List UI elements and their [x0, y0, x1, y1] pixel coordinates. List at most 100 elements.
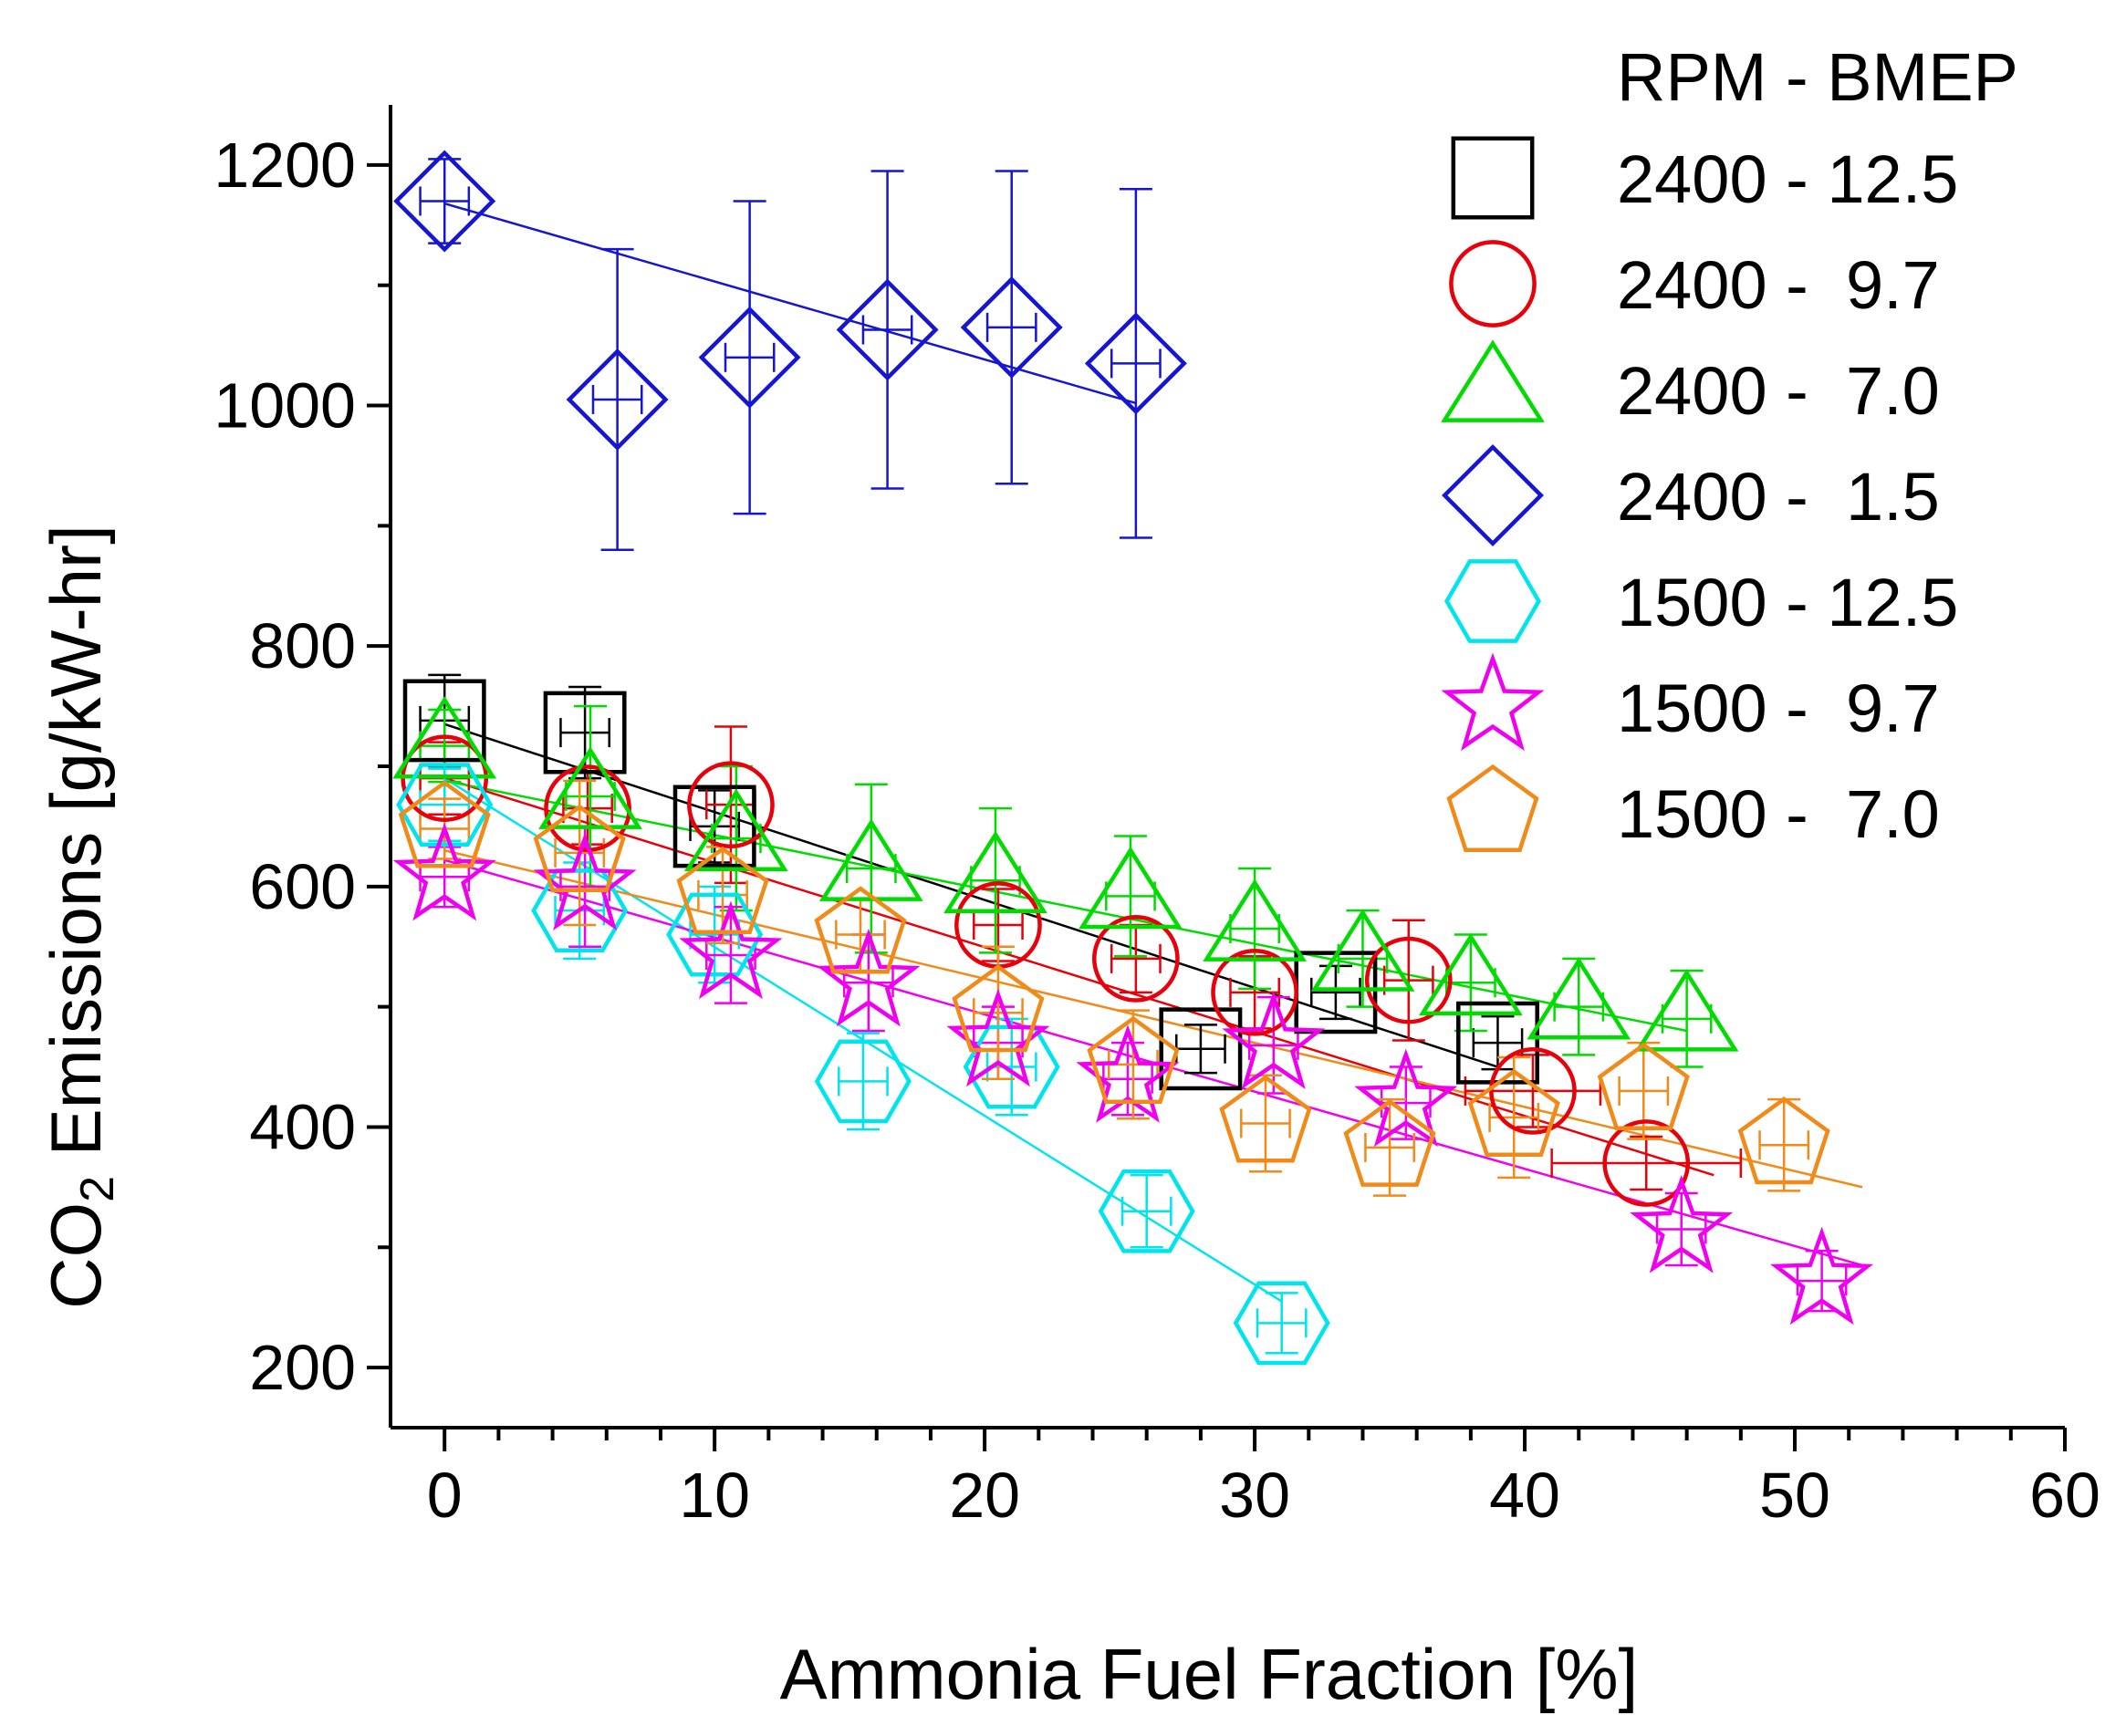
fit-line-2 — [443, 779, 1687, 1033]
y-axis-title-prefix: CO — [36, 1202, 116, 1309]
legend-label: 2400 - 1.5 — [1617, 459, 1940, 535]
error-bar-group — [1256, 1292, 1308, 1355]
x-tick-label: 40 — [1489, 1460, 1560, 1531]
error-bar-group — [1175, 1024, 1226, 1075]
marker-triangle — [818, 818, 923, 901]
legend-marker-pentagon — [1446, 764, 1539, 853]
error-bar-group — [985, 170, 1037, 485]
marker-star — [1354, 1048, 1458, 1148]
error-bar-group — [1488, 1055, 1540, 1180]
marker-star — [1630, 1175, 1734, 1273]
y-tick-label: 800 — [249, 610, 356, 681]
marker-star — [533, 832, 637, 930]
error-bar-group — [845, 783, 897, 954]
legend-entry: 2400 - 1.5 — [1442, 444, 1940, 546]
marker-star — [1222, 991, 1326, 1089]
marker-hexagon — [396, 763, 494, 847]
error-bar-group — [1310, 964, 1361, 1021]
data-markers — [392, 150, 1874, 1366]
error-bar-group — [1102, 1041, 1153, 1117]
marker-triangle — [1527, 956, 1631, 1040]
y-tick-label: 400 — [249, 1091, 356, 1162]
legend: RPM - BMEP 2400 - 12.5 2400 - 9.7 2400 - 7.… — [1441, 39, 2018, 853]
legend-entry: 2400 - 7.0 — [1441, 339, 1940, 429]
marker-circle — [1092, 915, 1180, 1003]
legend-entry: 1500 - 7.0 — [1446, 764, 1940, 853]
marker-star — [1770, 1226, 1874, 1325]
marker-pentagon — [676, 846, 769, 935]
marker-hexagon — [1098, 1169, 1195, 1253]
error-bar-group — [985, 1017, 1037, 1117]
x-tick-label: 60 — [2029, 1460, 2100, 1531]
y-axis-title-subscript: 2 — [71, 1176, 124, 1202]
x-tick-label: 0 — [427, 1460, 463, 1531]
x-tick-label: 20 — [949, 1460, 1020, 1531]
legend-label: 2400 - 12.5 — [1617, 141, 1958, 217]
error-bar-group — [1758, 1097, 1810, 1192]
error-bar-group — [419, 158, 471, 244]
marker-hexagon — [814, 1039, 912, 1124]
legend-label: 1500 - 9.7 — [1617, 670, 1940, 746]
error-bar-group — [1110, 188, 1162, 539]
marker-triangle — [943, 830, 1047, 914]
x-axis-title: Ammonia Fuel Fraction [%] — [780, 1634, 1639, 1714]
error-bar-group — [591, 247, 643, 551]
marker-pentagon — [814, 886, 907, 974]
x-tick-label: 30 — [1219, 1460, 1290, 1531]
x-tick-label: 10 — [679, 1460, 750, 1531]
fit-line-1 — [443, 776, 1714, 1177]
marker-pentagon — [1087, 1015, 1180, 1104]
error-bar-group — [1240, 1074, 1291, 1173]
error-bar-group — [1550, 1135, 1743, 1191]
marker-diamond — [1084, 312, 1187, 415]
y-tick-label: 200 — [249, 1332, 356, 1403]
marker-circle — [1211, 948, 1298, 1036]
marker-diamond — [836, 278, 939, 381]
marker-pentagon — [1597, 1042, 1690, 1130]
error-bar-group — [861, 170, 913, 490]
error-bar-group — [1364, 1097, 1415, 1197]
error-bars — [419, 158, 1848, 1355]
marker-pentagon — [1343, 1098, 1436, 1187]
error-bar-group — [724, 200, 776, 515]
legend-marker-square — [1451, 136, 1535, 220]
error-bar-group — [1120, 1173, 1172, 1249]
legend-title: RPM - BMEP — [1617, 39, 2018, 115]
marker-circle — [1364, 936, 1453, 1024]
marker-triangle — [1419, 932, 1523, 1016]
legend-label: 2400 - 9.7 — [1617, 247, 1940, 323]
marker-pentagon — [1737, 1097, 1830, 1185]
marker-circle — [1489, 1047, 1577, 1135]
error-bar-group — [1655, 1191, 1707, 1267]
error-bar-group — [559, 685, 610, 780]
fit-line-3 — [443, 202, 1137, 405]
y-axis-title-suffix: Emissions [g/kW-hr] — [36, 525, 116, 1176]
legend-entry: 1500 - 9.7 — [1441, 652, 1940, 752]
marker-triangle — [683, 788, 788, 871]
legend-marker-star — [1441, 652, 1545, 752]
marker-triangle — [1310, 909, 1415, 992]
marker-triangle — [1634, 969, 1739, 1052]
legend-marker-diamond — [1442, 444, 1544, 546]
marker-circle — [1602, 1119, 1691, 1207]
legend-entry: 2400 - 9.7 — [1449, 240, 1940, 327]
marker-circle — [687, 761, 775, 849]
legend-marker-hexagon — [1444, 559, 1541, 643]
error-bar-group — [838, 1032, 889, 1131]
legend-entry: 1500 - 12.5 — [1444, 559, 1958, 643]
error-bar-group — [1553, 957, 1605, 1056]
marker-pentagon — [952, 964, 1045, 1053]
axes: 0 10 20 30 40 50 60 200 400 600 800 1000 1200 — [214, 105, 2100, 1531]
marker-star — [392, 822, 496, 921]
error-bar-group — [1661, 969, 1713, 1068]
legend-label: 2400 - 7.0 — [1617, 353, 1940, 429]
marker-triangle — [1203, 878, 1307, 962]
error-bar-group — [1110, 923, 1162, 994]
marker-pentagon — [533, 804, 626, 892]
marker-diamond — [960, 275, 1063, 379]
marker-hexagon — [666, 892, 764, 977]
legend-entry: 2400 - 12.5 — [1451, 136, 1958, 220]
y-tick-label: 1000 — [214, 370, 356, 442]
marker-square — [672, 785, 756, 868]
